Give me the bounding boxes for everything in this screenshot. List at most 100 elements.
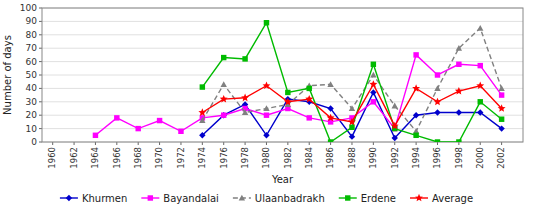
legend-marker [239, 195, 245, 201]
x-tick-label: 1964 [90, 147, 100, 169]
point [369, 80, 377, 88]
x-tick-label: 1994 [411, 147, 421, 169]
y-tick-label: 50 [26, 70, 38, 80]
x-tick-label: 2002 [496, 147, 506, 169]
point [198, 108, 206, 116]
point [456, 45, 462, 51]
point [498, 125, 504, 131]
x-tick-label: 1962 [69, 147, 79, 169]
x-axis-label: Year [271, 174, 294, 185]
point [305, 95, 313, 103]
point [412, 84, 420, 92]
grid-line [42, 101, 523, 102]
point [242, 109, 248, 115]
grid-line [42, 34, 523, 35]
x-tick-label: 1984 [304, 147, 314, 169]
series-line [95, 55, 501, 135]
legend-item: Khurmen [60, 193, 127, 204]
point [413, 52, 418, 57]
x-tick-label: 1960 [47, 147, 57, 169]
point [392, 103, 398, 109]
y-tick-label: 20 [26, 110, 38, 120]
point [221, 112, 226, 117]
point [264, 112, 269, 117]
point [478, 63, 483, 68]
point [241, 94, 249, 102]
point [199, 132, 205, 138]
y-tick-label: 90 [26, 16, 38, 26]
y-tick-label: 100 [20, 3, 37, 13]
x-tick-label: 1968 [133, 147, 143, 169]
legend-marker [415, 194, 423, 202]
point [477, 25, 483, 31]
x-tick-label: 1974 [197, 147, 207, 169]
point [285, 90, 290, 95]
grid-line [42, 61, 523, 62]
series-line [202, 28, 501, 131]
legend: Khurmen Bayandalai Ulaanbadrakh Erdene Avera… [60, 193, 473, 204]
point [456, 62, 461, 67]
point [499, 92, 504, 97]
legend-label: Bayandalai [163, 193, 219, 204]
point [327, 105, 333, 111]
legend-item: Average [410, 193, 473, 204]
point [498, 104, 506, 112]
y-tick-label: 60 [26, 57, 38, 67]
point [498, 85, 504, 91]
grid-line [42, 88, 523, 89]
legend-label: Ulaanbadrakh [255, 193, 325, 204]
x-tick-label: 1988 [347, 147, 357, 169]
y-tick-label: 40 [26, 83, 38, 93]
legend-label: Erdene [361, 193, 396, 204]
series-line [202, 92, 501, 138]
point [307, 115, 312, 120]
point [327, 114, 335, 122]
legend-marker [148, 195, 153, 200]
x-tick-label: 1986 [325, 147, 335, 169]
y-tick-label: 30 [26, 97, 38, 107]
x-tick-label: 1980 [261, 147, 271, 169]
point [307, 86, 312, 91]
grid-line [42, 48, 523, 49]
y-tick-label: 0 [31, 137, 37, 147]
point [263, 82, 271, 90]
point [349, 105, 355, 111]
legend-marker [345, 195, 350, 200]
point [328, 139, 333, 142]
grid-line [42, 128, 523, 129]
series-line [202, 84, 501, 126]
point [413, 133, 418, 138]
point [114, 115, 119, 120]
point [455, 87, 463, 95]
point [434, 85, 440, 91]
point [157, 118, 162, 123]
point [371, 62, 376, 67]
legend-item: Erdene [339, 193, 396, 204]
point [456, 139, 461, 142]
point [348, 118, 356, 126]
point [221, 81, 227, 87]
point [242, 56, 247, 61]
point [327, 81, 333, 87]
point [284, 98, 292, 106]
plot-area [93, 20, 506, 142]
point [435, 72, 440, 77]
point [434, 109, 440, 115]
point [200, 84, 205, 89]
point [221, 55, 226, 60]
legend-marker [66, 195, 72, 201]
point [220, 95, 228, 103]
x-tick-label: 1972 [176, 147, 186, 169]
point [392, 135, 398, 141]
y-tick-label: 70 [26, 43, 38, 53]
point [476, 82, 484, 90]
y-axis-label: Number of days [2, 35, 13, 115]
point [178, 129, 183, 134]
point [264, 20, 269, 25]
point [435, 139, 440, 142]
point [93, 133, 98, 138]
point [434, 98, 442, 106]
point [349, 125, 354, 130]
x-tick-label: 1978 [240, 147, 250, 169]
point [371, 99, 376, 104]
